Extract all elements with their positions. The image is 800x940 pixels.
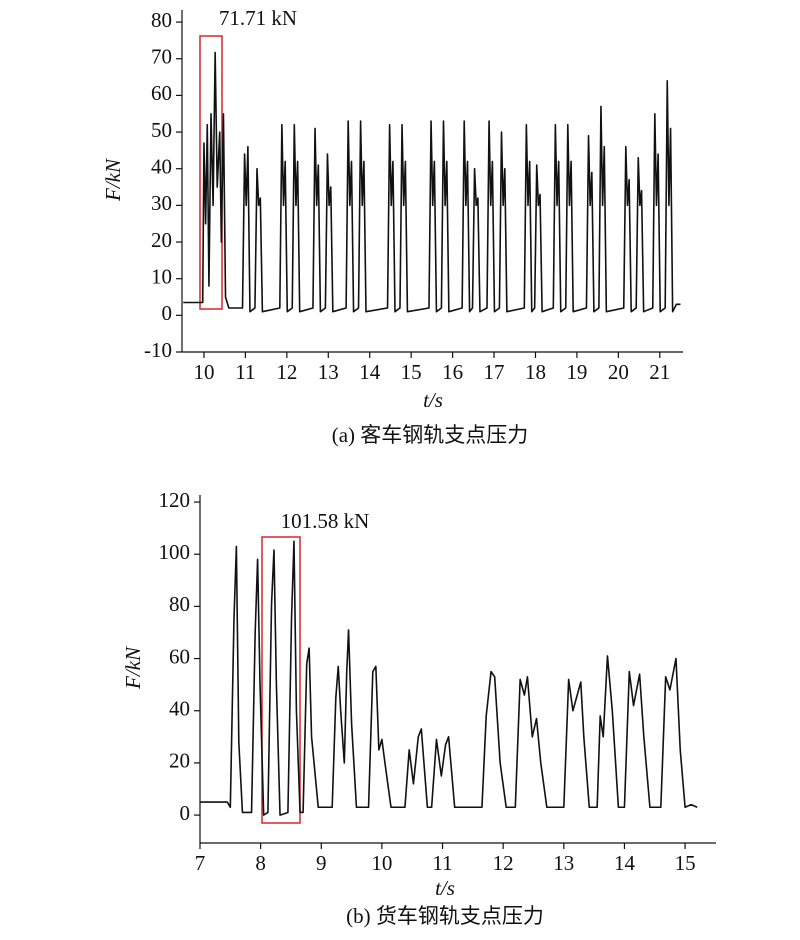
y-tick-label: 80 [169, 592, 190, 616]
y-tick-label: 120 [159, 488, 191, 512]
y-tick-label: 30 [151, 191, 172, 215]
y-tick-label: 60 [169, 644, 190, 668]
x-tick-label: 16 [442, 360, 463, 384]
data-line [200, 540, 698, 816]
y-axis-label: F/kN [101, 158, 125, 202]
y-tick-label: 40 [169, 697, 190, 721]
caption: (a) 客车钢轨支点压力 [332, 423, 529, 447]
x-tick-label: 15 [401, 360, 422, 384]
x-tick-label: 12 [276, 360, 297, 384]
x-tick-label: 17 [484, 360, 505, 384]
y-tick-label: 70 [151, 45, 172, 69]
y-tick-label: 20 [169, 749, 190, 773]
x-tick-label: 21 [649, 360, 670, 384]
x-axis-label: t/s [423, 388, 443, 412]
y-tick-label: 40 [151, 155, 172, 179]
y-tick-label: 100 [159, 540, 191, 564]
x-tick-label: 12 [493, 851, 514, 875]
annotation: 101.58 kN [281, 509, 370, 533]
x-tick-label: 13 [318, 360, 339, 384]
highlight-box [261, 536, 301, 824]
y-tick-label: -10 [144, 338, 172, 362]
x-tick-label: 18 [525, 360, 546, 384]
annotation: 71.71 kN [219, 6, 297, 30]
x-axis-label: t/s [435, 876, 455, 900]
y-tick-label: 0 [162, 301, 173, 325]
x-tick-label: 10 [371, 851, 392, 875]
caption: (b) 货车钢轨支点压力 [346, 904, 544, 928]
y-tick-label: 50 [151, 118, 172, 142]
x-tick-label: 14 [614, 851, 636, 875]
y-tick-label: 20 [151, 228, 172, 252]
x-tick-label: 15 [675, 851, 696, 875]
x-tick-label: 14 [359, 360, 381, 384]
x-tick-label: 11 [432, 851, 452, 875]
data-line [183, 51, 681, 313]
y-tick-label: 10 [151, 265, 172, 289]
y-axis-label: F/kN [121, 646, 145, 690]
x-tick-label: 11 [235, 360, 255, 384]
y-tick-label: 0 [180, 801, 191, 825]
x-tick-label: 10 [193, 360, 214, 384]
x-tick-label: 9 [316, 851, 327, 875]
x-tick-label: 20 [608, 360, 629, 384]
x-tick-label: 19 [566, 360, 587, 384]
x-tick-label: 8 [255, 851, 266, 875]
x-tick-label: 7 [195, 851, 206, 875]
y-tick-label: 60 [151, 81, 172, 105]
y-tick-label: 80 [151, 8, 172, 32]
x-tick-label: 13 [553, 851, 574, 875]
